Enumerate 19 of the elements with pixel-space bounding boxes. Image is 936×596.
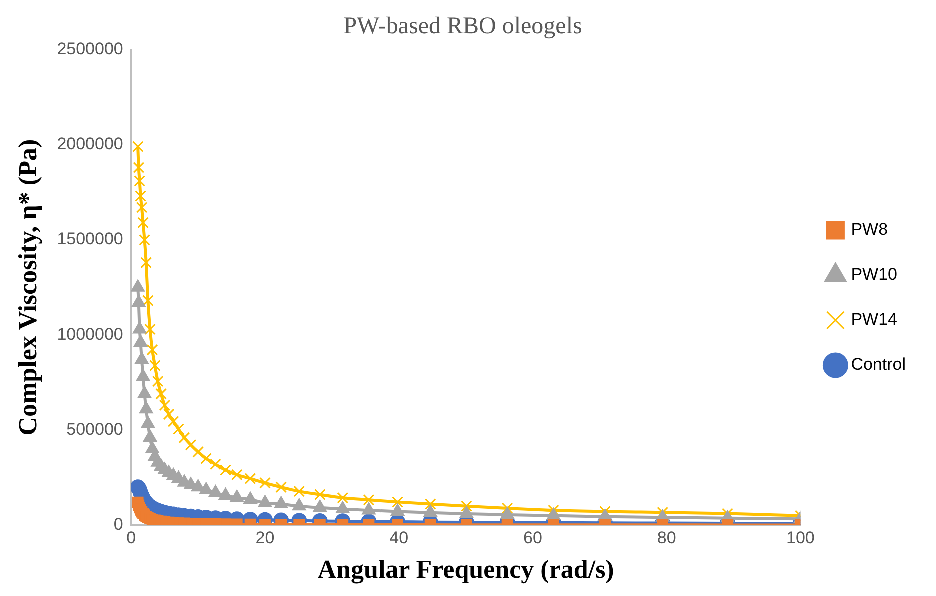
x-tick-label: 20 [256,528,275,548]
x-axis-title: Angular Frequency (rad/s) [318,555,614,584]
legend-label: PW14 [851,310,898,330]
legend-label: PW8 [851,220,888,240]
legend-label: Control [851,355,906,374]
y-tick-label: 2000000 [57,134,124,154]
y-tick-label: 0 [114,515,124,534]
y-tick-label: 1500000 [57,230,124,249]
x-tick-label: 80 [657,528,676,548]
chart-title: PW-based RBO oleogels [344,14,582,40]
y-axis-title: Complex Viscosity, η* (Pa) [13,139,42,436]
x-tick-label: 100 [786,528,815,548]
x-tick-label: 60 [524,528,542,548]
legend-label: PW10 [851,265,898,284]
y-tick-label: 1000000 [57,324,124,344]
y-tick-label: 2500000 [57,39,124,58]
x-tick-label: 0 [126,528,136,548]
y-tick-label: 500000 [66,420,124,439]
x-tick-label: 40 [390,528,409,548]
